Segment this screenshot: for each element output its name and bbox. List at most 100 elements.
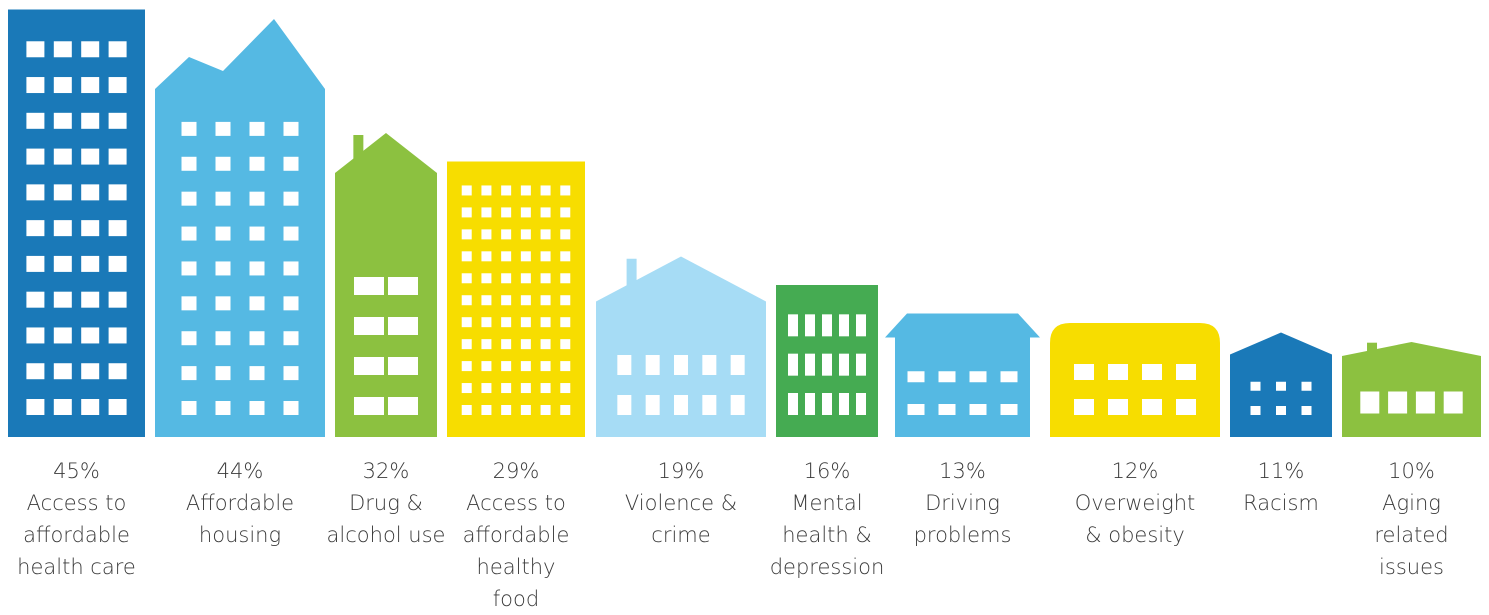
window: [81, 363, 100, 380]
window: [354, 317, 384, 335]
window: [520, 317, 531, 328]
window: [53, 327, 72, 344]
window: [283, 261, 299, 276]
window: [938, 404, 956, 415]
window: [283, 366, 299, 381]
label-group: 44% Affordable housing: [155, 455, 325, 551]
window: [81, 291, 100, 308]
building-bar: [1342, 342, 1481, 437]
window: [788, 393, 798, 415]
window: [249, 156, 265, 171]
window: [540, 273, 551, 284]
window: [249, 121, 265, 136]
window: [540, 383, 551, 394]
window: [938, 371, 956, 383]
window: [388, 317, 418, 335]
window: [354, 277, 384, 295]
window: [215, 226, 231, 241]
window: [249, 191, 265, 206]
window: [181, 331, 197, 346]
window: [1000, 404, 1018, 415]
window: [788, 314, 798, 337]
label-group: 10% Aging related issues: [1342, 455, 1481, 583]
window: [560, 405, 571, 415]
window: [501, 273, 512, 284]
window: [26, 255, 45, 272]
window: [481, 185, 492, 196]
window: [26, 148, 45, 165]
window: [702, 355, 717, 375]
label-group: 13% Driving problems: [885, 455, 1040, 551]
window: [108, 112, 127, 129]
chimney: [626, 258, 637, 286]
window: [481, 405, 492, 415]
window: [520, 251, 531, 262]
window: [501, 207, 512, 218]
window: [501, 229, 512, 240]
window: [540, 295, 551, 306]
window: [461, 273, 472, 284]
window: [108, 255, 127, 272]
window: [108, 363, 127, 380]
category-label: Drug & alcohol use: [326, 491, 446, 547]
window: [805, 314, 815, 337]
window: [540, 361, 551, 372]
window: [520, 273, 531, 284]
window: [617, 395, 632, 415]
window: [674, 355, 688, 375]
window: [181, 296, 197, 311]
window: [1276, 406, 1286, 415]
window: [1443, 391, 1463, 414]
window: [1176, 399, 1196, 415]
category-label: Violence & crime: [624, 491, 738, 547]
building-bar: [155, 19, 325, 437]
window: [822, 314, 832, 337]
window: [53, 41, 72, 58]
window: [181, 226, 197, 241]
window: [520, 383, 531, 394]
window: [1074, 399, 1094, 415]
window: [560, 361, 571, 372]
category-label: Driving problems: [913, 491, 1012, 547]
window: [249, 401, 265, 415]
window: [1250, 381, 1261, 391]
window: [501, 317, 512, 328]
window: [461, 185, 472, 196]
window: [1276, 381, 1286, 391]
window: [81, 184, 100, 201]
window: [540, 317, 551, 328]
window: [215, 331, 231, 346]
window: [560, 273, 571, 284]
window: [1250, 406, 1261, 415]
window: [181, 156, 197, 171]
window: [26, 184, 45, 201]
window: [53, 399, 72, 415]
window: [1142, 364, 1162, 380]
window: [181, 261, 197, 276]
window: [839, 393, 849, 415]
value-label: 19%: [657, 459, 705, 483]
window: [81, 399, 100, 415]
building-bar: [596, 256, 766, 437]
window: [520, 229, 531, 240]
window: [520, 361, 531, 372]
window: [181, 191, 197, 206]
window: [520, 185, 531, 196]
window: [501, 295, 512, 306]
window: [461, 405, 472, 415]
window: [26, 77, 45, 94]
window: [181, 121, 197, 136]
window: [540, 251, 551, 262]
window: [283, 331, 299, 346]
window: [481, 295, 492, 306]
label-group: 45% Access to affordable health care: [8, 455, 145, 583]
window: [181, 401, 197, 415]
window: [53, 112, 72, 129]
value-label: 10%: [1388, 459, 1435, 483]
window: [540, 339, 551, 350]
window: [249, 261, 265, 276]
window: [839, 353, 849, 376]
window: [1415, 391, 1435, 414]
category-label: Access to affordable healthy food: [462, 491, 570, 611]
label-group: 32% Drug & alcohol use: [322, 455, 450, 551]
